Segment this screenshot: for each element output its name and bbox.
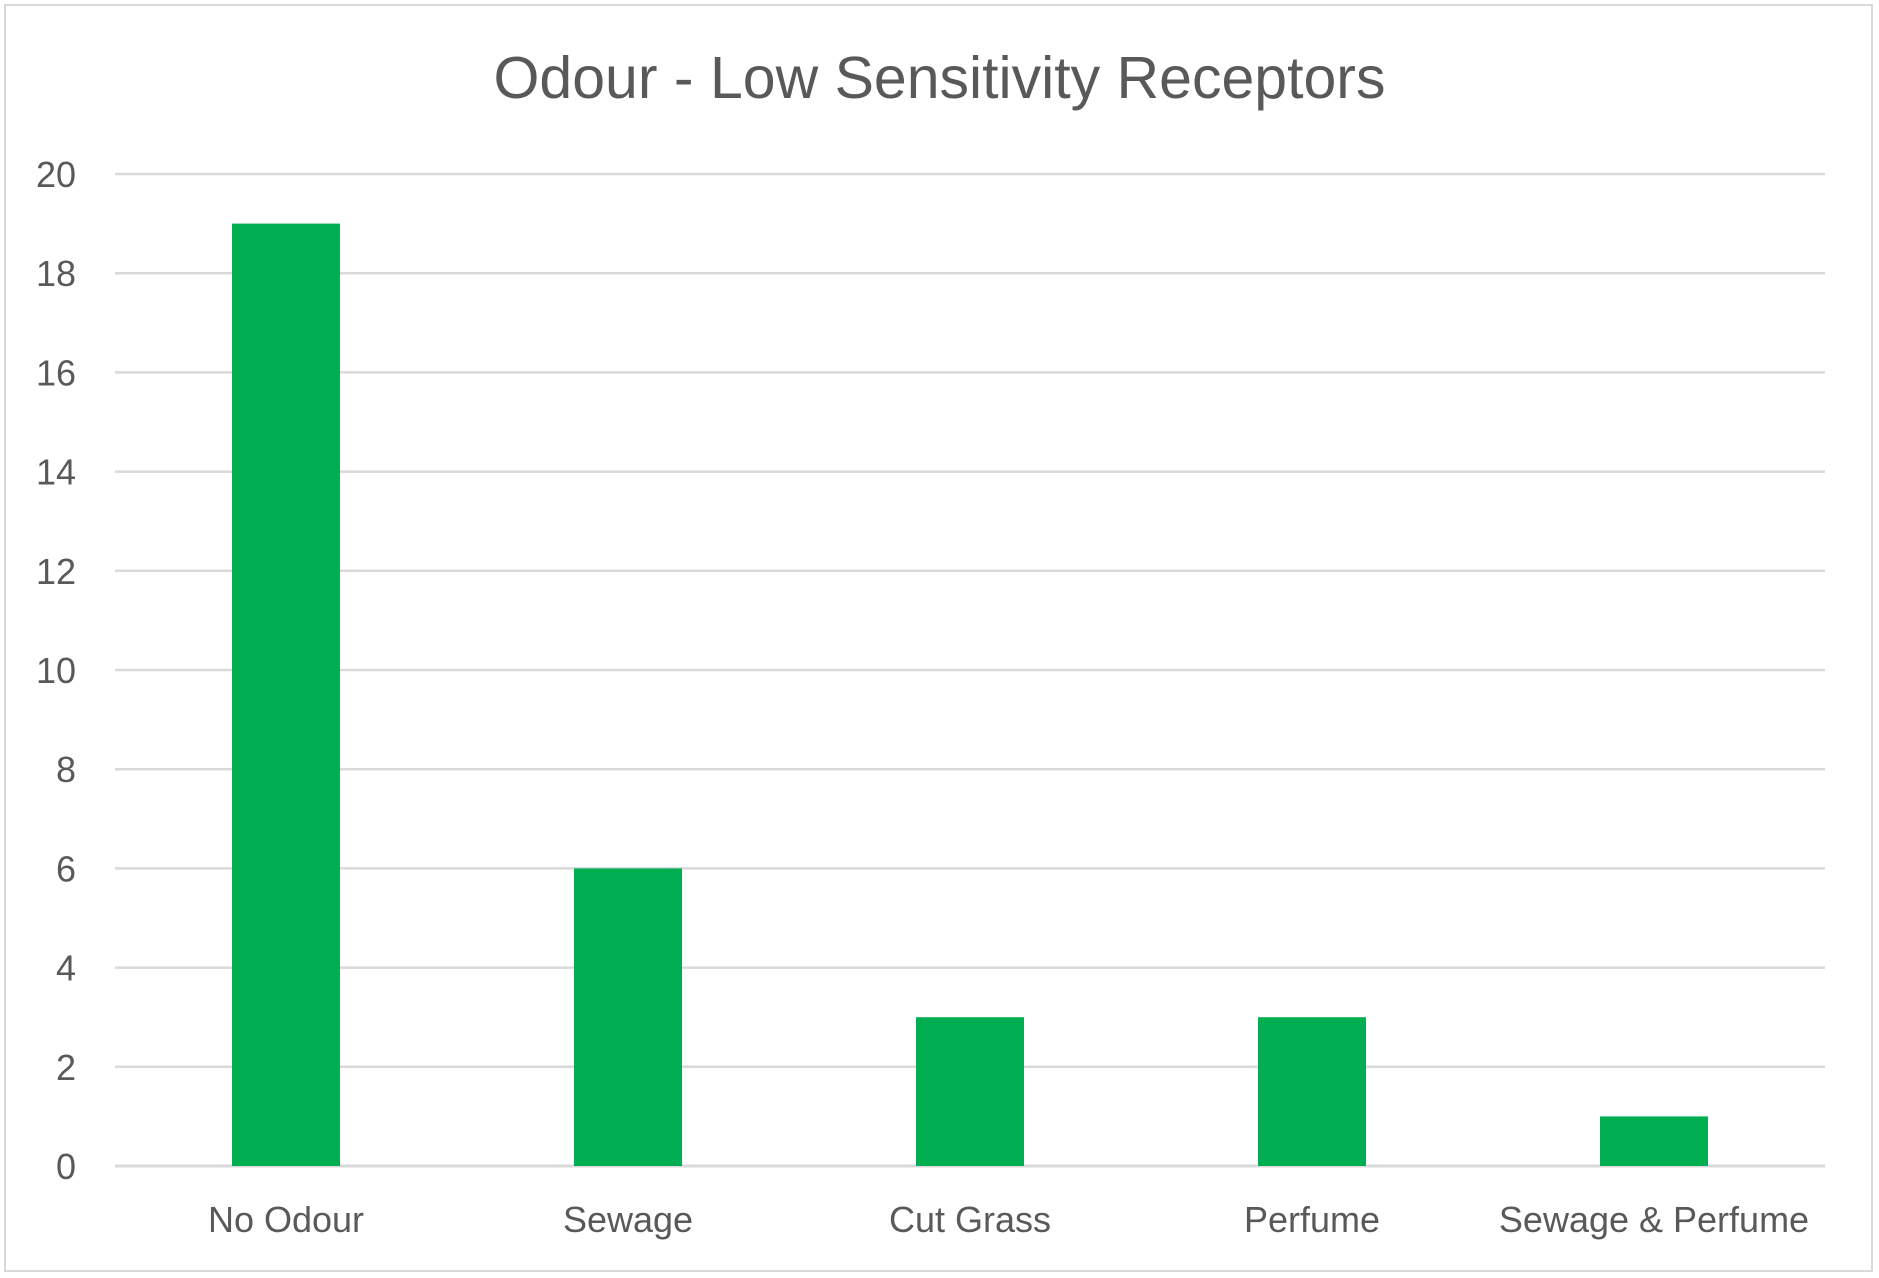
- x-tick-label: No Odour: [208, 1199, 364, 1240]
- y-tick-label: 8: [56, 749, 76, 790]
- y-tick-label: 16: [36, 352, 76, 393]
- y-axis-ticks: 0 2 4 6 8 10 12 14 16 18 20: [36, 154, 76, 1187]
- bars: [232, 223, 1708, 1167]
- bar: [1600, 1116, 1708, 1166]
- y-tick-label: 12: [36, 551, 76, 592]
- bar: [232, 223, 340, 1167]
- x-tick-label: Perfume: [1244, 1199, 1380, 1240]
- chart-title: Odour - Low Sensitivity Receptors: [493, 45, 1386, 111]
- y-tick-label: 4: [56, 948, 76, 989]
- bar: [1258, 1017, 1366, 1166]
- y-tick-label: 6: [56, 848, 76, 889]
- x-tick-label: Sewage: [563, 1199, 693, 1240]
- y-tick-label: 14: [36, 452, 76, 493]
- gridlines: [115, 172, 1825, 1168]
- y-tick-label: 18: [36, 253, 76, 294]
- y-tick-label: 20: [36, 154, 76, 195]
- x-tick-label: Sewage & Perfume: [1499, 1199, 1809, 1240]
- y-tick-label: 10: [36, 650, 76, 691]
- x-tick-label: Cut Grass: [889, 1199, 1051, 1240]
- x-axis-ticks: No Odour Sewage Cut Grass Perfume Sewage & P…: [208, 1199, 1809, 1240]
- bar: [916, 1017, 1024, 1166]
- y-tick-label: 2: [56, 1047, 76, 1088]
- bar: [574, 868, 682, 1166]
- y-tick-label: 0: [56, 1146, 76, 1187]
